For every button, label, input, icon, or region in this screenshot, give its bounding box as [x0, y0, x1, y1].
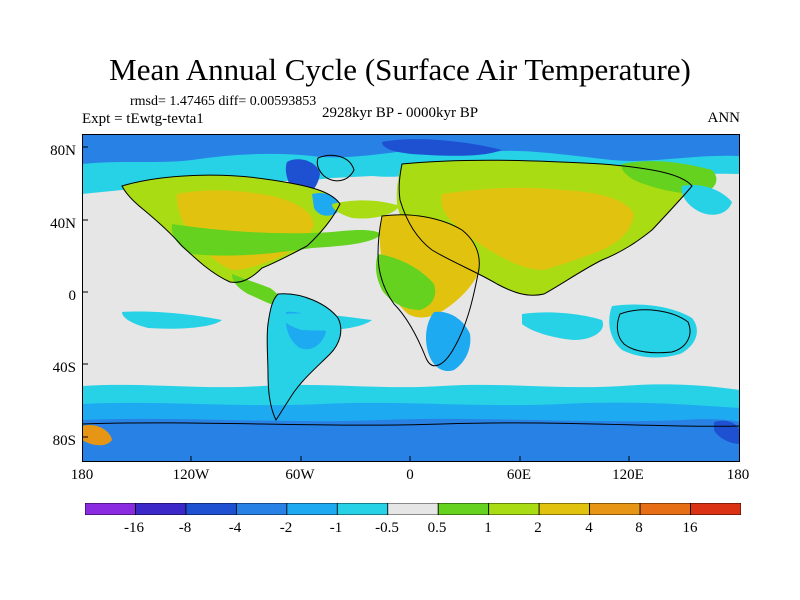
map-fill [82, 134, 740, 462]
australia-cyan [609, 304, 697, 358]
colorbar-box [538, 503, 591, 515]
south-atlantic-cyan [281, 313, 372, 331]
colorbar-box [336, 503, 389, 515]
colorbar-label: 0.5 [427, 520, 447, 536]
map-title: Mean Annual Cycle (Surface Air Temperatu… [109, 52, 691, 87]
lon-label-120w: 120W [172, 467, 210, 483]
colorbar-box [690, 503, 741, 515]
central-america-green [232, 274, 280, 306]
colorbar-label: 16 [682, 520, 698, 536]
lat-label-80n: 80N [50, 143, 76, 159]
arctic-deep-blue-patch [382, 139, 502, 156]
colorbar-box [85, 503, 136, 515]
indian-ocean-cyan [522, 312, 604, 340]
south-america-coast [266, 293, 342, 421]
antarctica-coast [82, 422, 740, 427]
southern-africa-cyan [426, 311, 471, 372]
colorbar-box [235, 503, 288, 515]
colorbar-label: -16 [124, 520, 144, 536]
period-label: 2928kyr BP - 0000kyr BP [322, 105, 479, 121]
lon-label-0: 0 [406, 467, 414, 483]
lat-label-80s: 80S [52, 433, 76, 449]
axis-ticks [82, 146, 630, 462]
colorbar-box [387, 503, 439, 515]
colorbar-label: -8 [178, 520, 192, 536]
lon-label-180w: 180 [70, 467, 94, 483]
colorbar-label: 8 [635, 520, 643, 536]
south-pacific-cyan [122, 311, 222, 329]
colorbar-box [488, 503, 540, 515]
colorbar-box [589, 503, 641, 515]
colorbar-label: 1 [484, 520, 492, 536]
colorbar-box [185, 503, 237, 515]
antarctica-blue [82, 418, 740, 462]
experiment-label: Expt = tEwtg-tevta1 [82, 111, 204, 127]
antarctic-orange-patch-west [82, 424, 112, 446]
colorbar-box [286, 503, 338, 515]
lon-label-60e: 60E [506, 467, 532, 483]
colorbar [85, 503, 741, 515]
lon-label-180e: 180 [726, 467, 750, 483]
colorbar-box [135, 503, 187, 515]
colorbar-label: 2 [534, 520, 542, 536]
colorbar-box [437, 503, 490, 515]
colorbar-label: 4 [585, 520, 593, 536]
colorbar-box [639, 503, 691, 515]
rmsd-diff-stats: rmsd= 1.47465 diff= 0.00593853 [130, 94, 317, 109]
australia-coast [616, 309, 691, 354]
africa-coast [377, 214, 480, 367]
lon-label-60w: 60W [285, 467, 315, 483]
colorbar-label: -4 [228, 520, 242, 536]
season-label: ANN [707, 110, 741, 126]
eurasia-coast [398, 159, 693, 296]
lon-label-120e: 120E [612, 467, 644, 483]
lat-label-0: 0 [68, 288, 77, 304]
map-frame [82, 134, 740, 462]
temperature-difference-map [82, 134, 740, 462]
north-pacific-cyan [681, 184, 732, 215]
north-atlantic-green [171, 224, 382, 256]
greenland-coast [316, 154, 355, 182]
colorbar-label: -1 [329, 520, 343, 536]
north-atlantic-yellow [332, 200, 400, 219]
lat-label-40n: 40N [50, 216, 76, 232]
sahel-green [375, 254, 436, 310]
colorbar-label: -2 [279, 520, 293, 536]
central-asia-warm [441, 187, 634, 270]
labrador-cyan [312, 192, 340, 216]
coastlines [82, 154, 740, 427]
lat-label-40s: 40S [52, 360, 76, 376]
north-america-coast [121, 174, 341, 283]
colorbar-label: -0.5 [375, 520, 399, 536]
colorbar-boxes [85, 503, 741, 515]
